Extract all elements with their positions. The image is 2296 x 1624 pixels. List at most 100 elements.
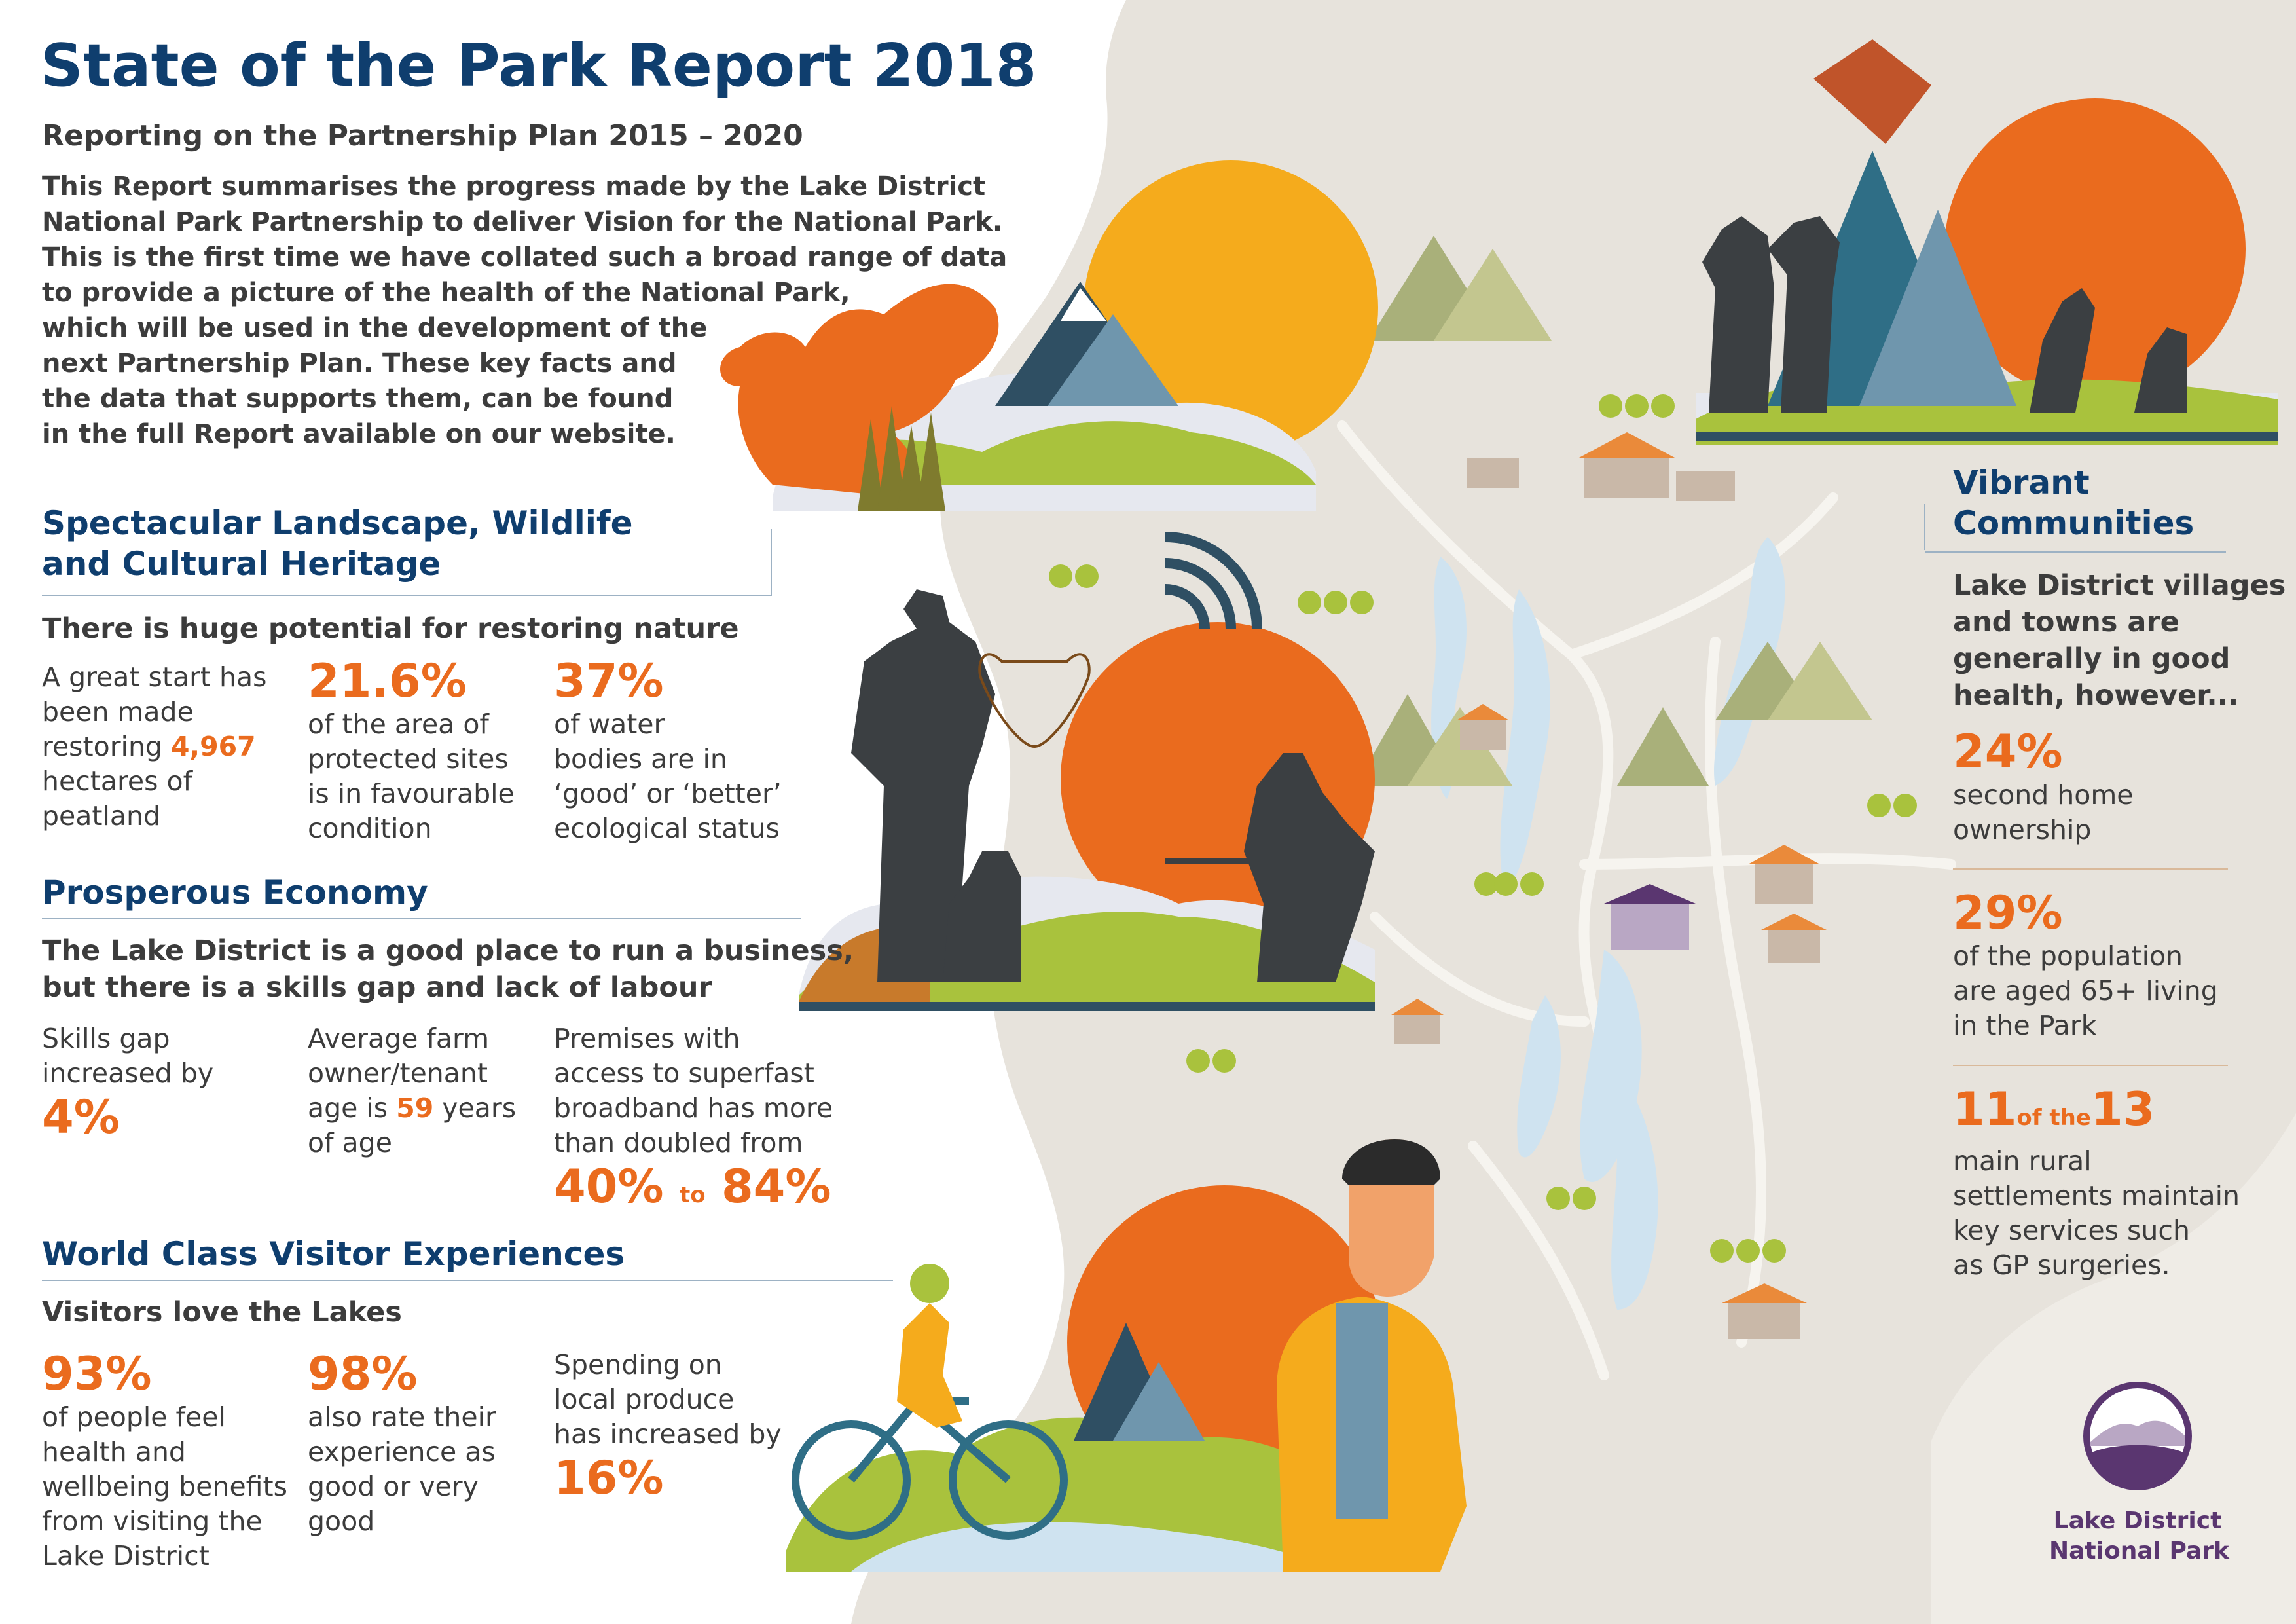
broadband-values: 40% to 84% (554, 1160, 833, 1221)
broadband-to: 84% (721, 1160, 831, 1213)
broadband-line: broadband has more (554, 1092, 833, 1124)
economy-lead: The Lake District is a good place to run… (42, 932, 854, 1006)
peatland-line: restoring 4,967 (42, 729, 267, 764)
landscape-vignette (720, 160, 1378, 511)
aged-value: 29% (1953, 886, 2063, 940)
water-line: bodies are in (554, 743, 727, 775)
health-line: of people feel (42, 1401, 226, 1433)
health-line: Lake District (42, 1540, 210, 1572)
logo-line2: National Park (2049, 1538, 2229, 1564)
farm-line: of age (308, 1127, 392, 1158)
landscape-stat-water: 37% of water bodies are in ‘good’ or ‘be… (554, 655, 782, 846)
intro-line: to provide a picture of the health of th… (42, 278, 850, 308)
farm-line: owner/tenant (308, 1058, 488, 1089)
water-value: 37% (554, 654, 664, 708)
produce-value: 16% (554, 1451, 664, 1505)
farm-post: years (433, 1092, 517, 1124)
economy-heading: Prosperous Economy (42, 874, 428, 912)
communities-heading-line1: Vibrant (1953, 464, 2090, 502)
communities-stat-second-homes: 24% second home ownership (1953, 726, 2134, 847)
landscape-rule (42, 595, 772, 596)
visitors-stat-experience: 98% also rate their experience as good o… (308, 1348, 496, 1539)
economy-stat-farm-age: Average farm owner/tenant age is 59 year… (308, 1022, 516, 1160)
services-line: as GP surgeries. (1953, 1249, 2170, 1281)
communities-divider (1953, 868, 2228, 870)
broadband-from: 40% (554, 1160, 664, 1213)
intro-line: National Park Partnership to deliver Vis… (42, 207, 1003, 237)
logo-text: Lake District National Park (2049, 1506, 2229, 1566)
protected-line: protected sites (308, 743, 509, 775)
intro-line: in the full Report available on our webs… (42, 419, 676, 449)
intro-line: which will be used in the development of… (42, 313, 708, 343)
communities-lead-line: health, however... (1953, 679, 2239, 712)
health-line: wellbeing benefits (42, 1471, 287, 1502)
communities-lead-line: and towns are (1953, 606, 2179, 638)
skills-line: increased by (42, 1058, 214, 1089)
health-line: from visiting the (42, 1505, 263, 1537)
protected-value: 21.6% (308, 654, 467, 708)
landscape-heading-line1: Spectacular Landscape, Wildlife (42, 504, 633, 542)
visitors-stat-health: 93% of people feel health and wellbeing … (42, 1348, 287, 1574)
second-homes-line: second home (1953, 779, 2134, 811)
produce-line: Spending on (554, 1349, 722, 1380)
communities-lead-line: Lake District villages (1953, 569, 2286, 602)
visitors-rule (42, 1280, 893, 1281)
farm-pre: age is (308, 1092, 397, 1124)
landscape-heading-line2: and Cultural Heritage (42, 545, 441, 583)
water-line: ‘good’ or ‘better’ (554, 778, 782, 809)
communities-heading-line2: Communities (1953, 504, 2195, 542)
services-value-b: 13 (2090, 1082, 2155, 1136)
economy-lead-line2: but there is a skills gap and lack of la… (42, 971, 712, 1004)
water-line: of water (554, 709, 665, 740)
communities-divider (1953, 1065, 2228, 1066)
skills-value: 4% (42, 1090, 120, 1144)
experience-line: good (308, 1505, 375, 1537)
experience-value: 98% (308, 1347, 418, 1401)
map-trees (1049, 394, 1917, 1263)
broadband-to-word: to (679, 1182, 706, 1208)
economy-lead-line1: The Lake District is a good place to run… (42, 934, 854, 967)
visitors-lead: Visitors love the Lakes (42, 1296, 402, 1329)
visitor-vignette (786, 1139, 1467, 1572)
peatland-line: peatland (42, 800, 160, 832)
produce-line: has increased by (554, 1418, 782, 1450)
page-title: State of the Park Report 2018 (41, 31, 1037, 100)
intro-line: next Partnership Plan. These key facts a… (42, 348, 677, 378)
economy-rule (42, 918, 801, 919)
visitors-stat-produce: Spending on local produce has increased … (554, 1348, 782, 1504)
services-line: key services such (1953, 1215, 2190, 1246)
lake-district-logo-icon (2083, 1382, 2192, 1490)
experience-line: also rate their (308, 1401, 496, 1433)
second-homes-line: ownership (1953, 814, 2092, 845)
skills-line: Skills gap (42, 1023, 170, 1054)
visitors-heading: World Class Visitor Experiences (42, 1235, 625, 1273)
produce-line: local produce (554, 1384, 735, 1415)
map-hills (1355, 236, 1872, 786)
protected-line: is in favourable (308, 778, 515, 809)
economy-stat-skills: Skills gap increased by 4% (42, 1022, 213, 1143)
services-line: main rural (1953, 1145, 2092, 1177)
farm-line: Average farm (308, 1023, 490, 1054)
landscape-rule-vertical (771, 529, 772, 596)
map-houses (1391, 432, 1827, 1339)
peatland-value: 4,967 (171, 731, 256, 762)
broadband-line: access to superfast (554, 1058, 814, 1089)
farm-age-value: 59 (396, 1092, 434, 1124)
experience-line: experience as (308, 1436, 496, 1467)
map-coast-right (1931, 1113, 2296, 1624)
aged-line: are aged 65+ living (1953, 975, 2218, 1006)
communities-lead-line: generally in good (1953, 642, 2231, 675)
health-value: 93% (42, 1347, 152, 1401)
communities-stat-aged: 29% of the population are aged 65+ livin… (1953, 887, 2218, 1043)
economy-stat-broadband: Premises with access to superfast broadb… (554, 1022, 833, 1221)
peatland-line: A great start has (42, 661, 267, 693)
services-line: settlements maintain (1953, 1180, 2240, 1211)
farm-line: age is 59 years (308, 1091, 516, 1126)
water-line: ecological status (554, 813, 780, 844)
broadband-line: Premises with (554, 1023, 740, 1054)
page-subtitle: Reporting on the Partnership Plan 2015 –… (42, 119, 803, 153)
health-line: health and (42, 1436, 186, 1467)
services-value-a: 11 (1953, 1082, 2017, 1136)
protected-line: of the area of (308, 709, 489, 740)
broadband-line: than doubled from (554, 1127, 803, 1158)
